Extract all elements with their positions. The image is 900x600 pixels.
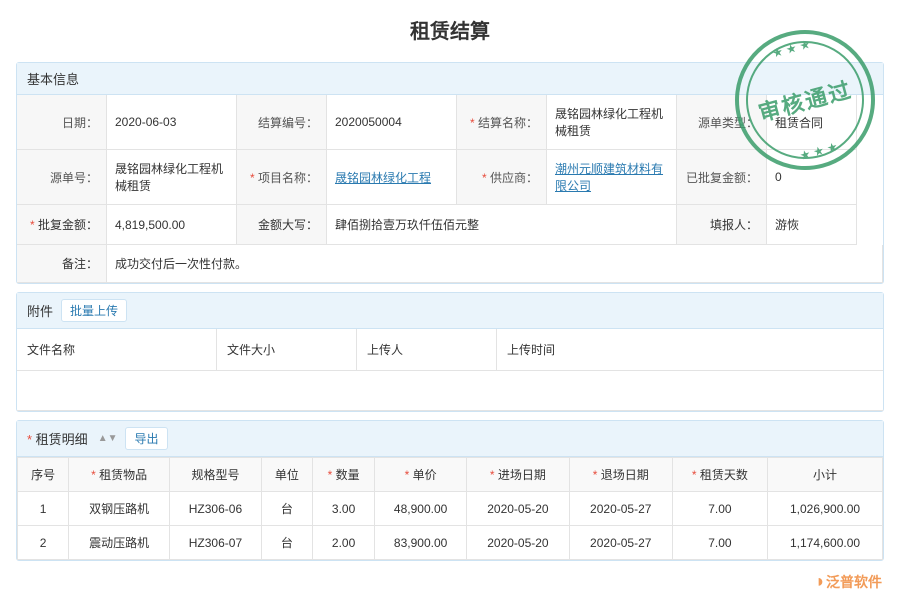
basic-info-header: 基本信息 <box>17 63 883 95</box>
th-unit: 单位 <box>261 458 312 492</box>
cell-spec: HZ306-07 <box>170 526 262 560</box>
col-upload-time: 上传时间 <box>497 329 883 371</box>
col-file-size: 文件大小 <box>217 329 357 371</box>
label-apply-amt: 批复金额： <box>17 205 107 245</box>
th-spec: 规格型号 <box>170 458 262 492</box>
col-file-name: 文件名称 <box>17 329 217 371</box>
value-apply-amt: 4,819,500.00 <box>107 205 237 245</box>
label-date: 日期： <box>17 95 107 150</box>
th-outdate: 退场日期 <box>569 458 672 492</box>
label-supplier: 供应商： <box>457 150 547 205</box>
cell-item: 双钢压路机 <box>69 492 170 526</box>
attachment-header: 附件 <box>27 301 53 320</box>
label-settle-no: 结算编号： <box>237 95 327 150</box>
th-indate: 进场日期 <box>467 458 570 492</box>
value-settle-no: 2020050004 <box>327 95 457 150</box>
th-qty: 数量 <box>312 458 374 492</box>
cell-subtotal: 1,174,600.00 <box>768 526 883 560</box>
watermark: ◗泛普软件 <box>815 571 882 592</box>
label-reporter: 填报人： <box>677 205 767 245</box>
cell-days: 7.00 <box>672 492 767 526</box>
col-uploader: 上传人 <box>357 329 497 371</box>
page-title: 租赁结算 <box>0 0 900 54</box>
detail-header: 租赁明细 <box>27 429 88 448</box>
cell-qty: 3.00 <box>312 492 374 526</box>
value-approved-amt: 0 <box>767 150 857 205</box>
table-row: 1双钢压路机HZ306-06台3.0048,900.002020-05-2020… <box>18 492 883 526</box>
cell-price: 83,900.00 <box>375 526 467 560</box>
attachment-empty-row <box>17 371 883 411</box>
th-item: 租赁物品 <box>69 458 170 492</box>
cell-idx: 2 <box>18 526 69 560</box>
th-price: 单价 <box>375 458 467 492</box>
cell-subtotal: 1,026,900.00 <box>768 492 883 526</box>
value-remark: 成功交付后一次性付款。 <box>107 245 883 283</box>
detail-panel: 租赁明细 ▲▼ 导出 序号 租赁物品 规格型号 单位 数量 单价 进场日期 退场… <box>16 420 884 561</box>
link-project-name[interactable]: 晟铭园林绿化工程 <box>335 169 431 186</box>
label-source-no: 源单号： <box>17 150 107 205</box>
cell-days: 7.00 <box>672 526 767 560</box>
label-project-name: 项目名称： <box>237 150 327 205</box>
value-reporter: 游恢 <box>767 205 857 245</box>
cell-outDate: 2020-05-27 <box>569 492 672 526</box>
cell-unit: 台 <box>261 526 312 560</box>
label-amt-caps: 金额大写： <box>237 205 327 245</box>
cell-unit: 台 <box>261 492 312 526</box>
th-days: 租赁天数 <box>672 458 767 492</box>
th-idx: 序号 <box>18 458 69 492</box>
label-remark: 备注： <box>17 245 107 283</box>
export-button[interactable]: 导出 <box>125 427 167 450</box>
label-approved-amt: 已批复金额： <box>677 150 767 205</box>
label-settle-name: 结算名称： <box>457 95 547 150</box>
th-subtotal: 小计 <box>768 458 883 492</box>
cell-inDate: 2020-05-20 <box>467 526 570 560</box>
sort-icon[interactable]: ▲▼ <box>98 433 118 444</box>
link-supplier[interactable]: 潮州元顺建筑材料有限公司 <box>555 160 668 194</box>
value-date: 2020-06-03 <box>107 95 237 150</box>
cell-qty: 2.00 <box>312 526 374 560</box>
cell-idx: 1 <box>18 492 69 526</box>
value-settle-name: 晟铭园林绿化工程机械租赁 <box>547 95 677 150</box>
cell-outDate: 2020-05-27 <box>569 526 672 560</box>
table-row: 2震动压路机HZ306-07台2.0083,900.002020-05-2020… <box>18 526 883 560</box>
label-source-type: 源单类型： <box>677 95 767 150</box>
value-amt-caps: 肆佰捌拾壹万玖仟伍佰元整 <box>327 205 677 245</box>
value-source-type: 租赁合同 <box>767 95 857 150</box>
value-source-no: 晟铭园林绿化工程机械租赁 <box>107 150 237 205</box>
cell-price: 48,900.00 <box>375 492 467 526</box>
cell-inDate: 2020-05-20 <box>467 492 570 526</box>
attachment-panel: 附件 批量上传 文件名称 文件大小 上传人 上传时间 <box>16 292 884 412</box>
cell-item: 震动压路机 <box>69 526 170 560</box>
cell-spec: HZ306-06 <box>170 492 262 526</box>
detail-table: 序号 租赁物品 规格型号 单位 数量 单价 进场日期 退场日期 租赁天数 小计 … <box>17 457 883 560</box>
basic-info-panel: 基本信息 日期： 2020-06-03 结算编号： 2020050004 结算名… <box>16 62 884 284</box>
bulk-upload-button[interactable]: 批量上传 <box>61 299 127 322</box>
